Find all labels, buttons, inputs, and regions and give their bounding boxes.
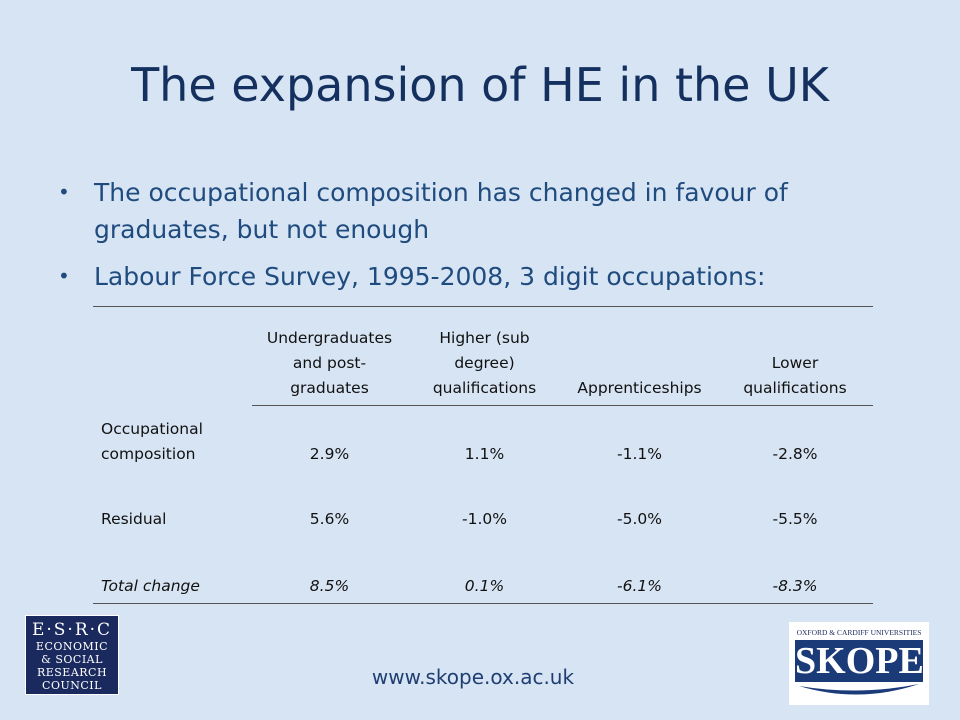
cell: 8.5% <box>309 577 350 595</box>
cell: 0.1% <box>464 577 505 595</box>
table-row: Occupational composition 2.9% 1.1% -1.1% -2.… <box>93 406 873 471</box>
cell: -6.1% <box>617 577 662 595</box>
cell: 1.1% <box>464 444 505 463</box>
row-label: Total change <box>101 577 200 595</box>
logo-name: SKOPE <box>795 640 924 682</box>
slide-title: The expansion of HE in the UK <box>131 58 829 112</box>
swoosh <box>799 684 919 695</box>
cell: -8.3% <box>772 577 818 595</box>
logo-subtitle: OXFORD & CARDIFF UNIVERSITIES <box>796 628 922 637</box>
cell: -2.8% <box>772 444 818 463</box>
logo-text: & SOCIAL <box>41 653 103 666</box>
esrc-logo: E·S·R·C ECONOMIC & SOCIAL RESEARCH COUNCIL <box>25 615 119 695</box>
footer-url: www.skope.ox.ac.uk <box>371 665 575 689</box>
column-header: Apprenticeships <box>562 306 717 406</box>
table-row: Residual 5.6% -1.0% -5.0% -5.5% <box>93 471 873 536</box>
table-row: Total change 8.5% 0.1% -6.1% -8.3% <box>93 536 873 604</box>
header-row: Undergraduates and post-graduates Higher … <box>93 306 873 406</box>
logo-swoosh <box>799 684 919 695</box>
cell: -1.1% <box>617 444 662 463</box>
bullet: The occupational composition has changed… <box>58 174 854 248</box>
column-header: Higher (sub degree) qualifications <box>407 306 562 406</box>
data-table: Undergraduates and post-graduates Higher … <box>93 306 873 604</box>
row-label: Occupational composition <box>101 419 203 463</box>
cell: -5.0% <box>617 509 662 528</box>
cell: -5.5% <box>772 509 818 528</box>
logo-text: COUNCIL <box>42 679 102 692</box>
skope-logo: OXFORD & CARDIFF UNIVERSITIES SKOPE <box>789 622 929 705</box>
row-label: Residual <box>101 509 167 528</box>
logo-text: RESEARCH <box>36 666 108 679</box>
logo-text: E·S·R·C <box>31 620 113 640</box>
cell: -1.0% <box>462 509 507 528</box>
cell: 2.9% <box>309 444 350 463</box>
logo-text: ECONOMIC <box>35 640 109 653</box>
column-header: Undergraduates and post-graduates <box>252 306 407 406</box>
bullet: Labour Force Survey, 1995-2008, 3 digit … <box>58 258 854 295</box>
column-header: Lower qualifications <box>717 306 873 406</box>
corner-cell <box>93 307 252 406</box>
cell: 5.6% <box>309 509 350 528</box>
